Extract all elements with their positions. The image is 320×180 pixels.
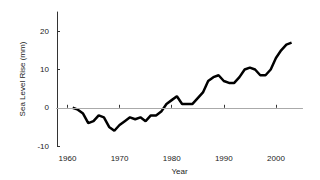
svg-text:Sea Level Rise (mm): Sea Level Rise (mm)	[18, 41, 27, 116]
svg-text:1960: 1960	[59, 154, 77, 163]
svg-text:1990: 1990	[215, 154, 233, 163]
svg-text:-10: -10	[37, 142, 49, 151]
svg-text:Year: Year	[171, 167, 188, 176]
svg-text:1980: 1980	[163, 154, 181, 163]
svg-text:0: 0	[45, 103, 50, 112]
svg-text:20: 20	[40, 27, 49, 36]
svg-text:1970: 1970	[111, 154, 129, 163]
svg-text:10: 10	[40, 65, 49, 74]
svg-text:2000: 2000	[267, 154, 285, 163]
